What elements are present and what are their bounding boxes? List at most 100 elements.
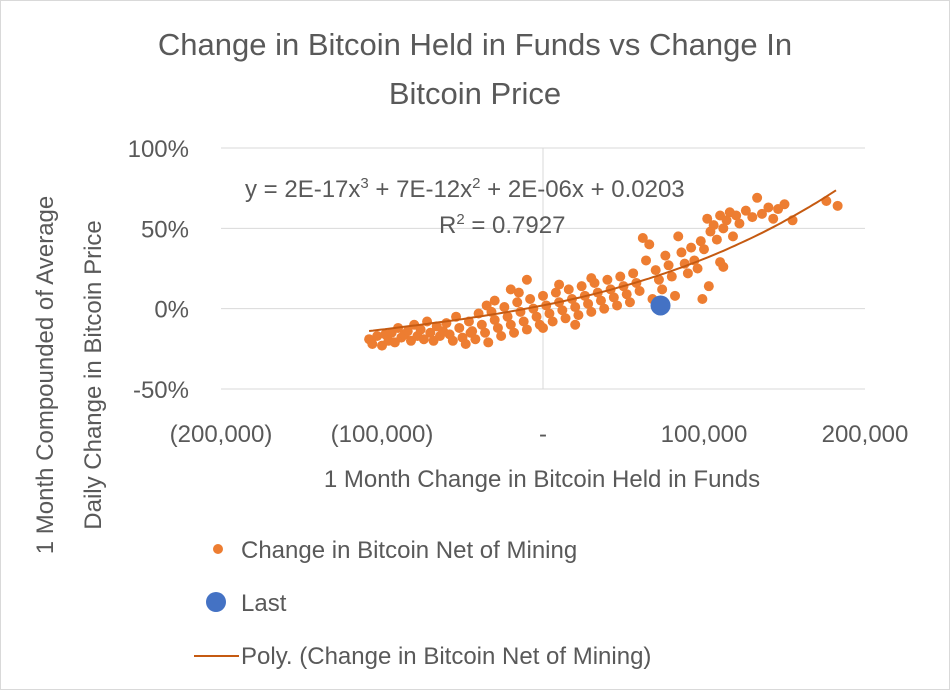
data-point-83 <box>634 285 645 296</box>
data-point-131 <box>505 284 516 295</box>
data-point-92 <box>663 260 674 271</box>
data-point-116 <box>747 212 758 223</box>
data-point-80 <box>624 297 635 308</box>
data-point-29 <box>460 339 471 350</box>
data-point-104 <box>702 213 713 224</box>
data-point-55 <box>544 308 555 319</box>
data-point-23 <box>441 318 452 329</box>
data-point-38 <box>489 314 500 325</box>
data-point-56 <box>547 316 558 327</box>
data-point-102 <box>695 236 706 247</box>
data-point-99 <box>686 242 697 253</box>
data-point-91 <box>660 250 671 261</box>
y-tick-labels: -50% 0% 50% 100% <box>128 136 189 404</box>
data-point-59 <box>557 305 568 316</box>
x-tick-label-2: - <box>539 421 547 448</box>
data-point-94 <box>670 290 681 301</box>
data-point-63 <box>570 302 581 313</box>
legend-label-series: Change in Bitcoin Net of Mining <box>241 537 577 564</box>
data-point-84 <box>637 232 648 243</box>
data-point-129 <box>697 294 708 305</box>
x-tick-label-1: (100,000) <box>331 421 434 448</box>
data-point-77 <box>615 271 626 282</box>
data-point-79 <box>621 289 632 300</box>
data-point-76 <box>612 300 623 311</box>
data-point-85 <box>641 255 652 266</box>
data-point-109 <box>718 223 729 234</box>
data-point-115 <box>740 205 751 216</box>
data-point-122 <box>779 199 790 210</box>
data-point-64 <box>573 310 584 321</box>
data-point-65 <box>576 281 587 292</box>
data-point-98 <box>682 268 693 279</box>
data-point-133 <box>538 322 548 333</box>
data-point-61 <box>563 284 574 295</box>
data-point-43 <box>505 319 516 330</box>
gridlines <box>221 147 865 390</box>
x-tick-label-0: (200,000) <box>170 421 273 448</box>
trendline <box>368 189 837 332</box>
data-point-95 <box>673 231 684 242</box>
data-point-36 <box>483 337 494 348</box>
data-point-48 <box>521 324 532 335</box>
data-point-15 <box>415 324 426 335</box>
chart-title-line2: Bitcoin Price <box>389 76 561 111</box>
data-point-96 <box>676 247 687 258</box>
data-point-93 <box>666 271 677 282</box>
data-point-60 <box>560 313 571 324</box>
data-point-34 <box>476 319 487 330</box>
data-point-11 <box>402 326 413 337</box>
data-point-67 <box>583 298 594 309</box>
data-point-119 <box>763 202 774 213</box>
scatter-points <box>364 192 843 351</box>
data-point-44 <box>509 327 520 338</box>
data-point-110 <box>721 215 732 226</box>
data-point-35 <box>480 327 491 338</box>
legend-marker-series <box>213 544 223 554</box>
data-point-139 <box>513 287 524 298</box>
legend-label-last: Last <box>241 590 287 617</box>
data-point-49 <box>525 294 536 305</box>
x-tick-label-4: 200,000 <box>822 421 909 448</box>
data-point-86 <box>644 239 655 250</box>
data-point-114 <box>734 218 745 229</box>
x-tick-label-3: 100,000 <box>661 421 748 448</box>
data-point-117 <box>752 192 763 203</box>
data-point-25 <box>447 335 458 346</box>
data-point-88 <box>650 265 661 276</box>
y-tick-label-0: -50% <box>133 377 189 404</box>
data-point-75 <box>608 292 619 303</box>
data-point-27 <box>454 322 465 333</box>
data-point-130 <box>489 295 500 306</box>
data-point-138 <box>481 300 492 311</box>
data-point-81 <box>628 268 639 279</box>
chart-title-line1: Change in Bitcoin Held in Funds vs Chang… <box>158 27 792 62</box>
data-point-120 <box>768 213 779 224</box>
data-point-41 <box>499 302 510 313</box>
data-point-40 <box>496 330 507 341</box>
data-point-126 <box>703 281 714 292</box>
data-point-47 <box>518 316 529 327</box>
data-point-101 <box>692 263 703 274</box>
data-point-72 <box>599 303 610 314</box>
data-point-68 <box>586 306 597 317</box>
trendline-group <box>368 189 837 332</box>
trendline-r-squared: R2 = 0.7927 <box>439 211 565 239</box>
data-point-112 <box>727 231 738 242</box>
y-tick-label-2: 50% <box>141 216 189 243</box>
legend: Change in Bitcoin Net of Mining Last Pol… <box>194 537 651 670</box>
data-point-103 <box>699 244 709 255</box>
data-point-107 <box>711 234 722 245</box>
data-point-1 <box>367 339 378 350</box>
legend-marker-last <box>206 592 226 612</box>
y-axis-label-line1: 1 Month Compounded of Average <box>32 196 59 554</box>
x-tick-labels: (200,000) (100,000) - 100,000 200,000 <box>170 421 909 448</box>
data-point-137 <box>465 327 476 338</box>
data-point-18 <box>425 327 436 338</box>
trendline-equation: y = 2E-17x3 + 7E-12x2 + 2E-06x + 0.0203 <box>245 175 685 203</box>
data-point-73 <box>602 274 613 285</box>
data-point-136 <box>586 273 597 284</box>
data-point-90 <box>657 284 668 295</box>
data-point-16 <box>418 334 429 345</box>
